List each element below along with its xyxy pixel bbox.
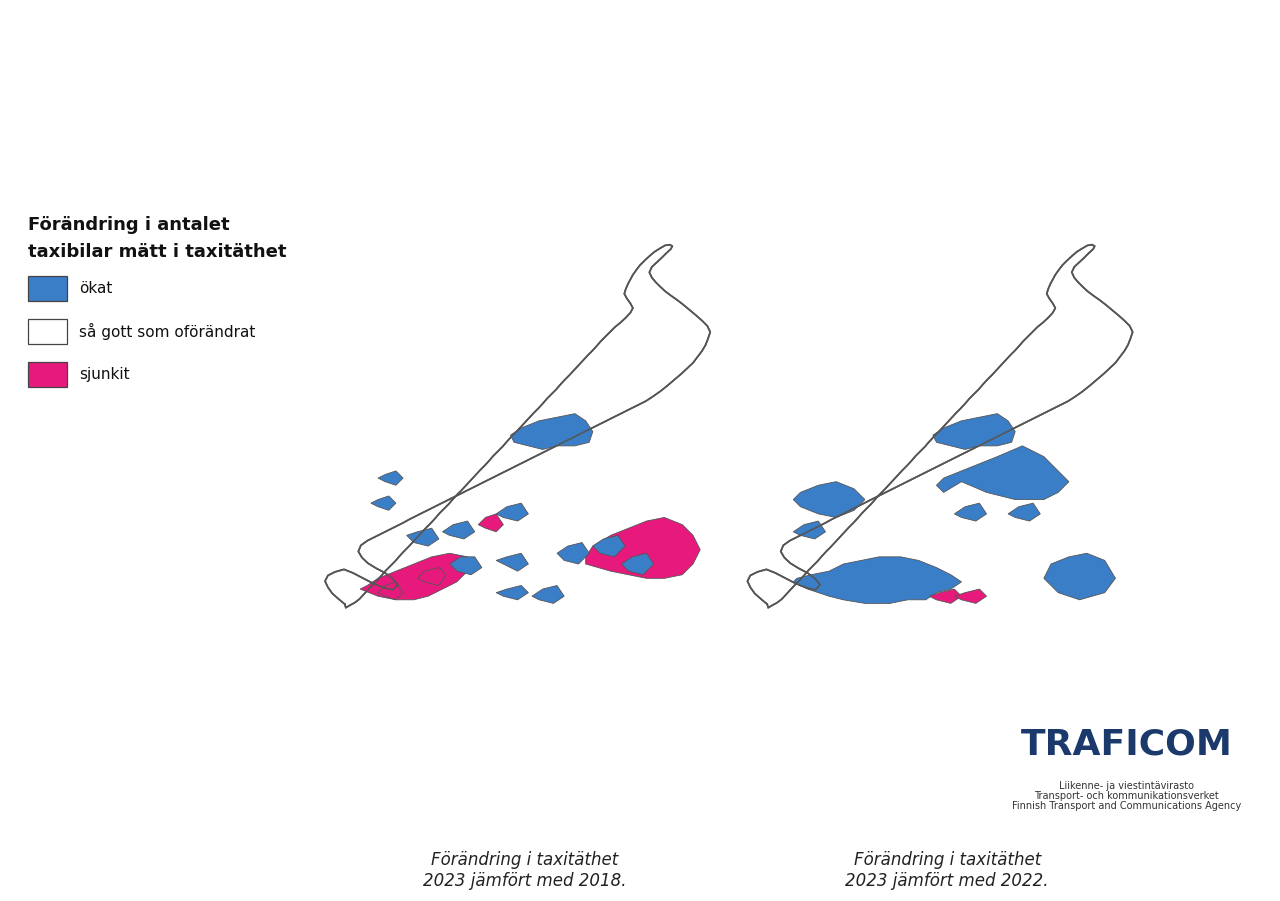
Polygon shape (937, 446, 1069, 499)
Polygon shape (497, 586, 529, 600)
Polygon shape (1044, 553, 1115, 600)
Polygon shape (449, 557, 481, 575)
Polygon shape (497, 503, 529, 521)
Text: Finnish Transport and Communications Agency: Finnish Transport and Communications Age… (1011, 801, 1242, 811)
Polygon shape (325, 245, 710, 607)
Text: så gott som oförändrat: så gott som oförändrat (79, 323, 256, 340)
Polygon shape (360, 553, 479, 600)
Polygon shape (748, 245, 1133, 607)
Text: Förändring i taxitäthet
2023 jämfört med 2022.: Förändring i taxitäthet 2023 jämfört med… (846, 851, 1048, 890)
Polygon shape (794, 482, 865, 517)
Polygon shape (794, 521, 826, 539)
Polygon shape (497, 553, 529, 571)
Text: taxibilar mätt i taxitäthet: taxibilar mätt i taxitäthet (28, 243, 287, 261)
Polygon shape (479, 514, 503, 532)
Text: Liikenne- ja viestintävirasto: Liikenne- ja viestintävirasto (1059, 781, 1194, 791)
Polygon shape (407, 528, 439, 546)
Text: sjunkit: sjunkit (79, 368, 131, 382)
Polygon shape (371, 496, 396, 510)
Polygon shape (557, 542, 589, 564)
Polygon shape (593, 535, 625, 557)
Polygon shape (929, 589, 961, 604)
Polygon shape (532, 586, 564, 604)
Text: Förändring i taxitäthet
2023 jämfört med 2018.: Förändring i taxitäthet 2023 jämfört med… (424, 851, 626, 890)
Polygon shape (443, 521, 475, 539)
Polygon shape (622, 553, 654, 575)
Text: ökat: ökat (79, 281, 113, 296)
Polygon shape (955, 503, 987, 521)
Polygon shape (1009, 503, 1041, 521)
Polygon shape (586, 517, 700, 578)
Polygon shape (417, 568, 445, 586)
Polygon shape (794, 557, 961, 604)
Text: Förändring i antalet: Förändring i antalet (28, 216, 230, 234)
Polygon shape (955, 589, 987, 604)
Text: Transport- och kommunikationsverket: Transport- och kommunikationsverket (1034, 791, 1219, 801)
Polygon shape (511, 414, 593, 450)
Polygon shape (933, 414, 1015, 450)
Text: TRAFICOM: TRAFICOM (1020, 727, 1233, 761)
Polygon shape (378, 582, 403, 600)
Polygon shape (378, 471, 403, 486)
